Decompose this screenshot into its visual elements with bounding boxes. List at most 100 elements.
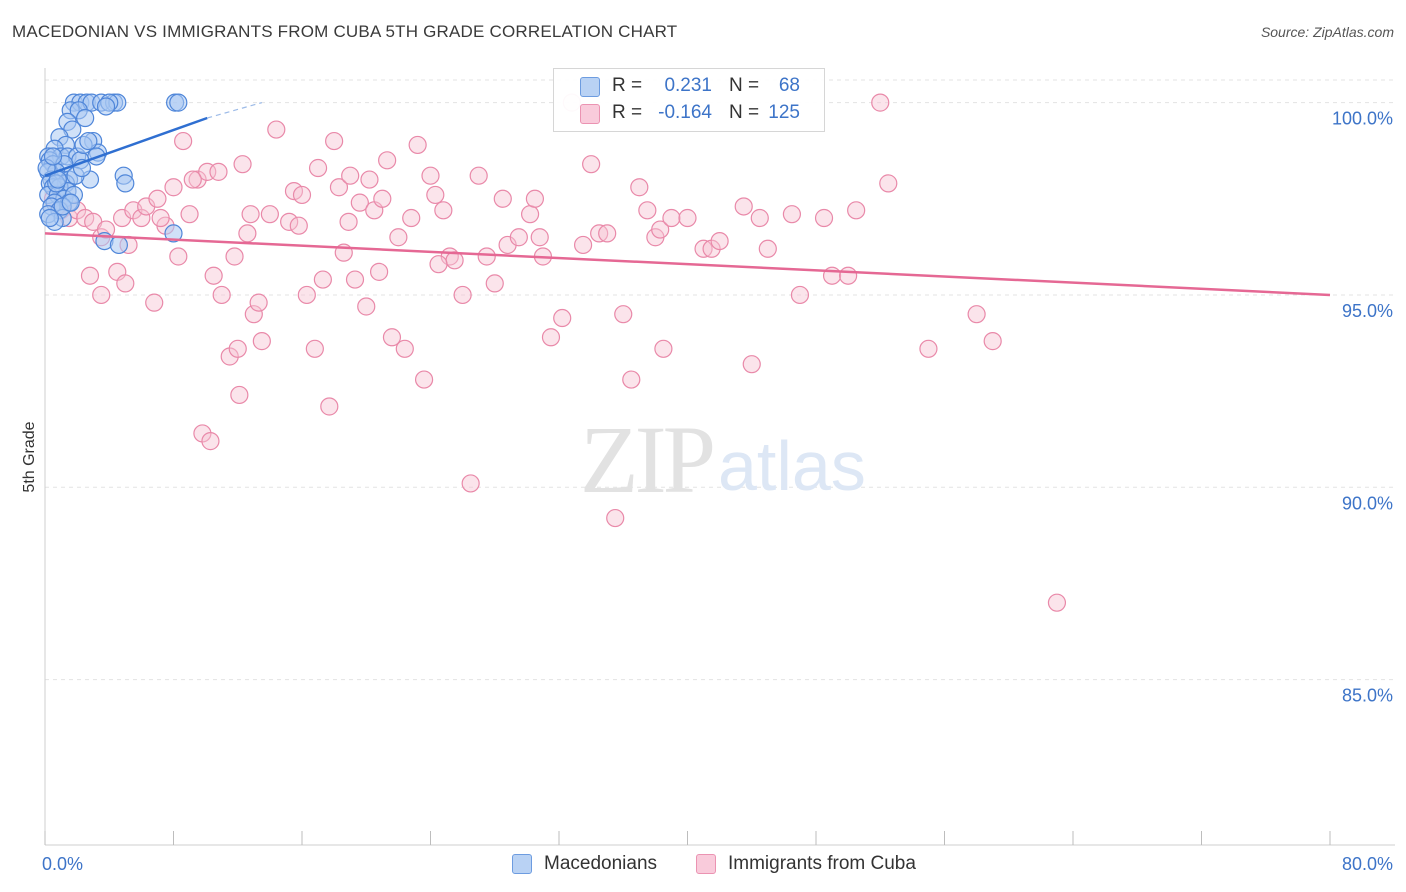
cuba-point [313,270,332,289]
cuba-point [345,270,365,289]
cuba-point [244,305,263,324]
cuba-point [116,274,135,293]
cuba-point [238,224,257,243]
cuba-point [520,205,540,224]
r-label: R = [612,102,643,123]
cuba-point [871,93,890,112]
macedonians-trend-extension [207,102,263,119]
cuba-point [148,189,167,208]
y-tick-label: 90.0% [1342,493,1393,513]
cuba-point [370,262,389,281]
cuba-point [252,332,271,351]
cuba-point [174,131,193,151]
cuba-point [267,120,286,139]
cuba-point [967,305,986,324]
cuba-point [678,208,697,228]
cuba-point [525,189,545,208]
cuba-point [280,212,299,231]
cuba-point [477,247,496,266]
cuba-point [638,201,657,220]
cuba-point [750,208,769,228]
x-tick-label: 0.0% [42,854,83,874]
cuba-point [1047,593,1067,612]
macedonians-trend-line [44,116,208,177]
cuba-point [782,205,802,224]
cuba-point [790,285,810,305]
cuba-point [305,339,324,358]
cuba-point [233,155,252,174]
cuba-point [742,355,761,374]
macedonian-point [40,208,59,228]
cuba-point [983,332,1002,351]
cuba-point [260,205,279,224]
macedonian-point [164,224,183,243]
source-credit: Source: ZipAtlas.com [1260,24,1394,40]
cuba-point [622,370,641,389]
cuba-point [630,178,649,197]
cuba-point [402,208,421,228]
macedonian-point [61,193,80,212]
r-label: R = [612,75,643,96]
cuba-point [230,385,249,405]
cuba-point [426,185,445,205]
macedonian-point [43,147,63,166]
cuba-point [320,397,339,416]
cuba-point [839,266,858,285]
n-label: N = [729,102,760,123]
cuba-point [249,293,268,312]
cuba-point [373,189,392,208]
cuba-swatch [580,104,600,124]
cuba-point [329,178,349,197]
data-points [37,93,1067,612]
series-legend: Macedonians Immigrants from Cuba [0,852,1406,878]
cuba-point [350,193,369,212]
cuba-point [183,170,202,189]
cuba-point [164,178,183,197]
cuba-point [395,339,414,358]
cuba-point [509,228,528,247]
cuba-trend-line [44,232,1331,297]
cuba-point [485,274,504,293]
cuba-point [92,285,111,305]
cuba-point [582,155,601,174]
macedonian-point [109,235,128,255]
cuba-point [758,239,777,258]
cuba-point [606,508,625,528]
legend-row-macedonians: R = 0.231 N = 68 [554,73,824,101]
cuba-point [434,201,453,220]
cuba-point [389,228,408,247]
macedonian-point [116,174,135,193]
tick-labels: 100.0% 95.0% 90.0% 85.0% 0.0% 80.0% 5th Grade [21,109,1393,874]
cuba-point [151,208,170,228]
y-tick-label: 85.0% [1342,686,1393,706]
macedonians-swatch [580,77,600,97]
legend-label: Immigrants from Cuba [728,853,916,874]
cuba-point [180,205,199,224]
cuba-point [209,162,228,181]
cuba-point [493,189,512,208]
watermark-atlas: atlas [718,427,866,505]
cuba-point [453,285,472,305]
legend-row-cuba: R = -0.164 N = 125 [554,100,824,128]
cuba-point [339,212,358,231]
cuba-point [530,228,549,247]
macedonian-point [79,131,98,151]
cuba-point [188,170,207,189]
macedonian-point [169,93,188,112]
cuba-point [408,135,427,155]
cuba-point [414,370,434,389]
cuba-legend-swatch [696,854,716,874]
macedonians-legend-swatch [512,854,532,874]
watermark: ZIP atlas [580,406,866,513]
cuba-point [80,266,100,285]
cuba-point [325,131,344,151]
cuba-point [212,285,231,305]
cuba-point [429,255,448,274]
cuba-point [241,205,260,224]
n-label: N = [729,75,760,96]
cuba-point [289,216,308,235]
cuba-point [814,208,834,228]
cuba-point [378,151,397,170]
cuba-point [541,328,561,347]
